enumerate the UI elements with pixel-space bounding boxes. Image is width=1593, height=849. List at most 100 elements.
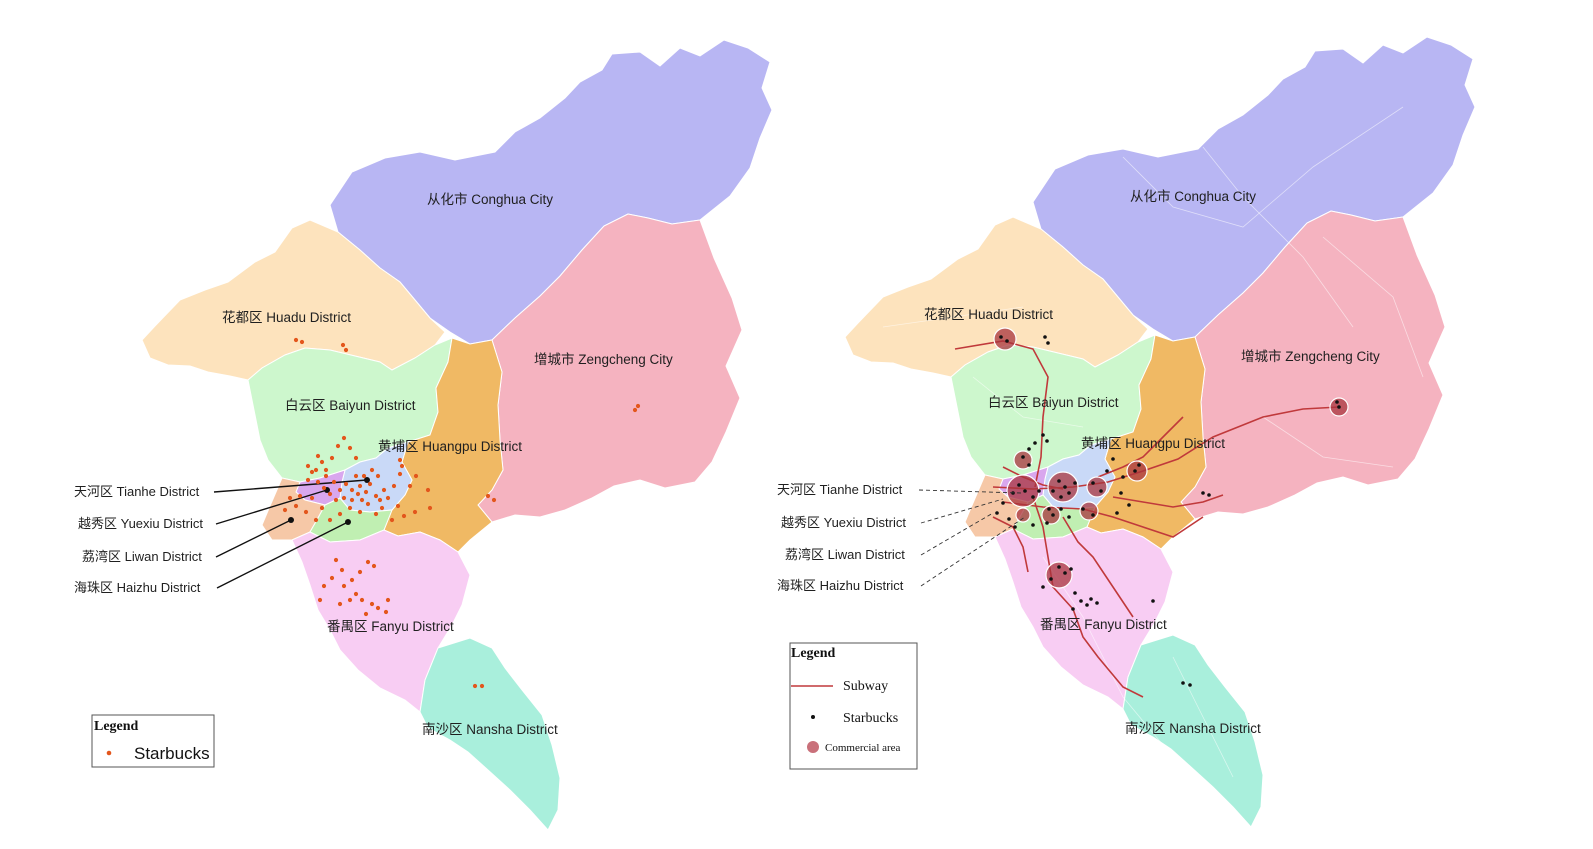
leader-line-yuexiu [215, 489, 328, 525]
right-legend-starbucks-symbol [811, 715, 815, 719]
left-legend: Legend Starbucks [91, 714, 215, 768]
leader-label-haizhu: 海珠区 Haizhu District [74, 580, 201, 595]
starbucks-marker [485, 493, 491, 499]
starbucks-marker [1127, 503, 1131, 507]
starbucks-marker [333, 497, 339, 503]
commercial-area-marker [1126, 460, 1148, 482]
starbucks-marker [377, 497, 383, 503]
starbucks-marker [1067, 491, 1071, 495]
subway-line [1062, 516, 1134, 618]
starbucks-marker [347, 597, 353, 603]
label-huadu: 花都区 Huadu District [222, 310, 351, 325]
left-map: 从化市 Conghua City 增城市 Zengcheng City 花都区 … [74, 39, 773, 831]
left-starbucks-layer [282, 337, 641, 689]
commercial-area-marker [1079, 501, 1099, 521]
starbucks-marker [1085, 603, 1089, 607]
leader-dot-liwan [288, 517, 294, 523]
starbucks-marker [339, 567, 345, 573]
starbucks-marker [1037, 489, 1041, 493]
starbucks-marker [357, 509, 363, 515]
starbucks-marker [319, 459, 325, 465]
starbucks-marker [349, 497, 355, 503]
left-legend-title: Legend [94, 719, 139, 734]
starbucks-marker [357, 569, 363, 575]
leader-label-yuexiu: 越秀区 Yuexiu District [78, 516, 203, 531]
starbucks-marker [1005, 339, 1009, 343]
starbucks-marker [1071, 607, 1075, 611]
starbucks-marker [341, 435, 347, 441]
starbucks-marker [1335, 400, 1339, 404]
leader-label-yuexiu-right: 越秀区 Yuexiu District [781, 515, 906, 530]
starbucks-marker [365, 501, 371, 507]
starbucks-marker [1046, 341, 1050, 345]
starbucks-marker [391, 483, 397, 489]
starbucks-marker [323, 473, 329, 479]
label-conghua: 从化市 Conghua City [427, 191, 553, 207]
starbucks-marker [1079, 599, 1083, 603]
starbucks-marker [1031, 495, 1035, 499]
starbucks-marker [347, 505, 353, 511]
starbucks-marker [365, 559, 371, 565]
starbucks-marker [355, 491, 361, 497]
starbucks-marker [1049, 577, 1053, 581]
starbucks-marker [1115, 511, 1119, 515]
left-legend-starbucks-label: Starbucks [134, 744, 210, 763]
left-legend-box [91, 714, 215, 768]
label-conghua-right: 从化市 Conghua City [1130, 188, 1256, 204]
starbucks-marker [337, 601, 343, 607]
commercial-area-marker [1047, 471, 1079, 503]
left-legend-starbucks-symbol [106, 750, 112, 756]
starbucks-marker [1337, 405, 1341, 409]
road-line [1262, 416, 1394, 468]
starbucks-marker [397, 457, 403, 463]
road-line [1122, 106, 1404, 228]
starbucks-marker [1111, 457, 1115, 461]
starbucks-marker [1007, 517, 1011, 521]
label-huadu-right: 花都区 Huadu District [924, 307, 1053, 322]
starbucks-marker [367, 481, 373, 487]
starbucks-marker [329, 575, 335, 581]
starbucks-marker [1091, 513, 1095, 517]
starbucks-marker [995, 511, 999, 515]
right-district-layer [844, 36, 1476, 828]
starbucks-marker [1067, 515, 1071, 519]
commercial-area-marker [1045, 561, 1073, 589]
leader-label-haizhu-right: 海珠区 Haizhu District [777, 578, 904, 593]
starbucks-marker [337, 511, 343, 517]
fanyu-region [994, 526, 1174, 710]
starbucks-marker [472, 683, 478, 689]
starbucks-marker [397, 471, 403, 477]
starbucks-marker [1069, 567, 1073, 571]
starbucks-marker [333, 557, 339, 563]
starbucks-marker [327, 491, 333, 497]
leader-line-haizhu [216, 521, 349, 589]
starbucks-marker [329, 455, 335, 461]
leader-label-tianhe-right: 天河区 Tianhe District [777, 482, 903, 497]
leader-label-tianhe: 天河区 Tianhe District [74, 484, 200, 499]
conghua-region [1032, 36, 1476, 342]
conghua-region [329, 39, 773, 345]
starbucks-marker [313, 517, 319, 523]
starbucks-marker [321, 485, 327, 491]
right-map: 从化市 Conghua City 增城市 Zengcheng City 花都区 … [777, 36, 1476, 828]
starbucks-marker [1201, 491, 1205, 495]
starbucks-marker [1059, 495, 1063, 499]
starbucks-marker [373, 493, 379, 499]
label-nansha: 南沙区 Nansha District [422, 722, 558, 737]
starbucks-marker [375, 605, 381, 611]
starbucks-marker [347, 445, 353, 451]
road-line [882, 306, 1024, 328]
starbucks-marker [363, 489, 369, 495]
starbucks-marker [343, 347, 349, 353]
road-line [972, 376, 1084, 428]
left-leader-dots [288, 477, 370, 525]
starbucks-marker [331, 479, 337, 485]
starbucks-marker [1057, 565, 1061, 569]
subway-line [1097, 416, 1184, 478]
commercial-area-marker [1086, 476, 1108, 498]
starbucks-marker [357, 483, 363, 489]
starbucks-marker [287, 495, 293, 501]
starbucks-marker [1073, 481, 1077, 485]
left-leader-lines [213, 479, 368, 589]
starbucks-marker [315, 453, 321, 459]
